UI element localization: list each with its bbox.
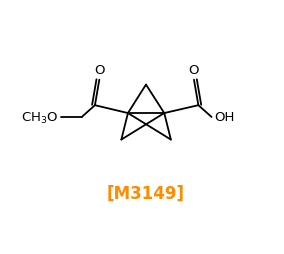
Text: O: O bbox=[189, 64, 199, 77]
Text: O: O bbox=[94, 64, 105, 77]
Text: OH: OH bbox=[214, 111, 234, 124]
Text: [M3149]: [M3149] bbox=[106, 184, 185, 202]
Text: CH$_3$O: CH$_3$O bbox=[21, 110, 59, 125]
